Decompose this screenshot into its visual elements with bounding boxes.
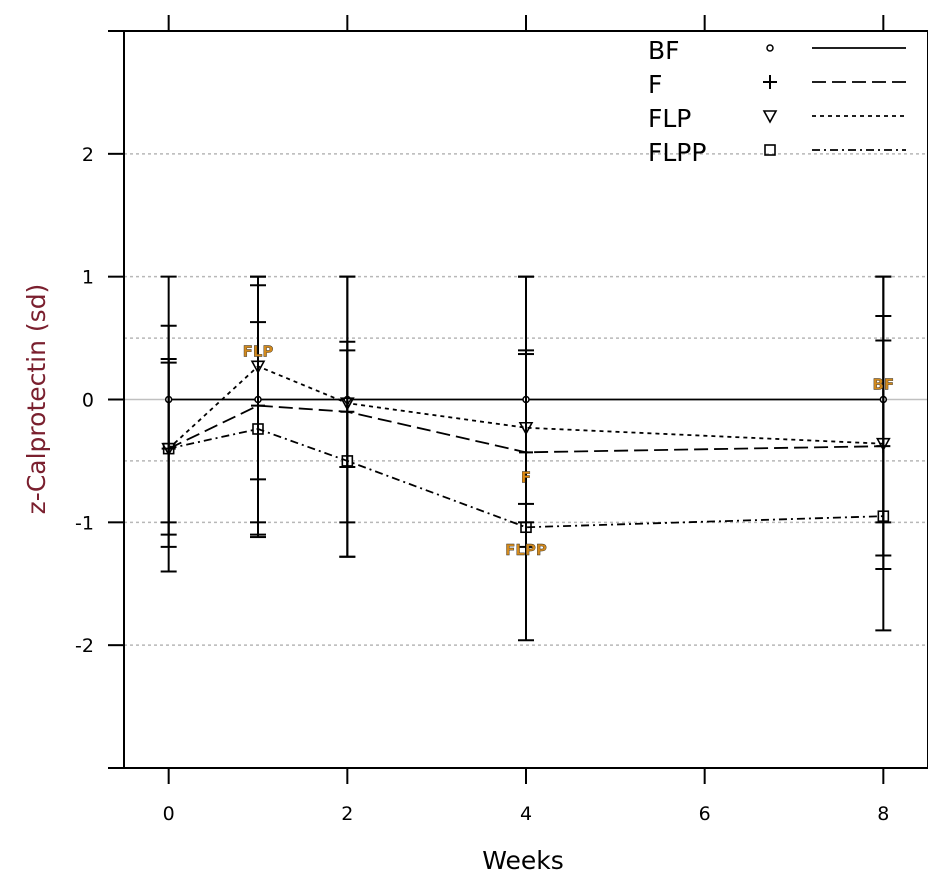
legend-symbol bbox=[763, 75, 777, 89]
series-flpp bbox=[160, 321, 892, 642]
point-label-flp: FLP bbox=[243, 342, 274, 360]
legend-symbol bbox=[766, 44, 774, 52]
y-axis-title: z-Calprotectin (sd) bbox=[22, 284, 51, 515]
legend-label: BF bbox=[648, 36, 680, 65]
x-axis-title: Weeks bbox=[482, 846, 564, 874]
legend-label: F bbox=[648, 70, 662, 99]
legend-entry-flp: FLP bbox=[648, 104, 906, 133]
point-labels: FLP BF F FLPP bbox=[242, 342, 894, 559]
legend-entry-flpp: FLPP bbox=[648, 138, 906, 167]
y-tick-label: 0 bbox=[82, 390, 94, 412]
y-tick-label: -1 bbox=[75, 512, 94, 534]
legend-label: FLPP bbox=[648, 138, 706, 167]
point-label-flpp: FLPP bbox=[505, 541, 547, 559]
y-tick-label: 1 bbox=[82, 267, 94, 289]
data-point bbox=[877, 510, 890, 522]
legend-entry-f: F bbox=[648, 70, 906, 99]
legend-label: FLP bbox=[648, 104, 691, 133]
x-tick-label: 0 bbox=[163, 803, 175, 825]
data-point bbox=[252, 423, 264, 435]
point-label-f: F bbox=[521, 468, 531, 486]
data-point bbox=[341, 455, 354, 467]
legend-symbol bbox=[762, 110, 778, 124]
x-tick-label: 4 bbox=[520, 803, 532, 825]
legend-entry-bf: BF bbox=[648, 36, 906, 65]
point-label-bf: BF bbox=[872, 376, 894, 394]
y-tick-label: -2 bbox=[75, 635, 94, 657]
y-tick-label: 2 bbox=[82, 144, 94, 166]
series-line bbox=[168, 428, 884, 529]
axis-ticks: -2 -1 0 1 2 0 2 4 6 8 bbox=[75, 15, 889, 825]
x-tick-label: 2 bbox=[341, 803, 353, 825]
x-tick-label: 6 bbox=[699, 803, 711, 825]
legend-symbol bbox=[764, 144, 776, 156]
data-point bbox=[520, 521, 532, 534]
legend: BF F FLP FLPP bbox=[648, 36, 906, 167]
series-group bbox=[160, 275, 892, 642]
data-point bbox=[162, 442, 175, 455]
x-tick-label: 8 bbox=[877, 803, 889, 825]
